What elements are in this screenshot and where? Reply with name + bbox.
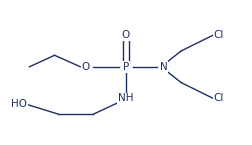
Text: NH: NH	[118, 93, 134, 103]
Text: Cl: Cl	[213, 93, 224, 103]
Text: O: O	[122, 30, 130, 40]
Text: Cl: Cl	[213, 30, 224, 40]
Text: P: P	[123, 62, 129, 72]
Text: N: N	[160, 62, 168, 72]
Text: O: O	[82, 62, 90, 72]
Text: HO: HO	[12, 99, 27, 109]
